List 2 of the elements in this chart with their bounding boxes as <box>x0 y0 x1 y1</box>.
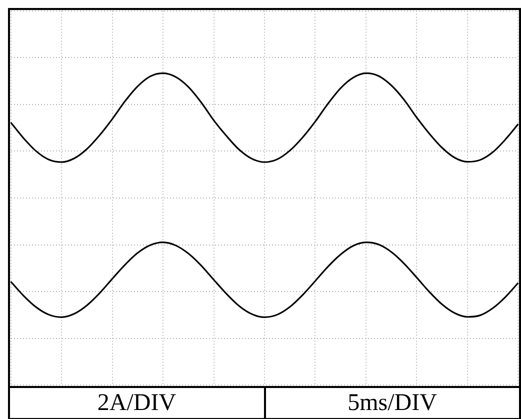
text: 2A/DIV <box>96 389 178 418</box>
text: 5ms/DIV <box>264 388 519 418</box>
